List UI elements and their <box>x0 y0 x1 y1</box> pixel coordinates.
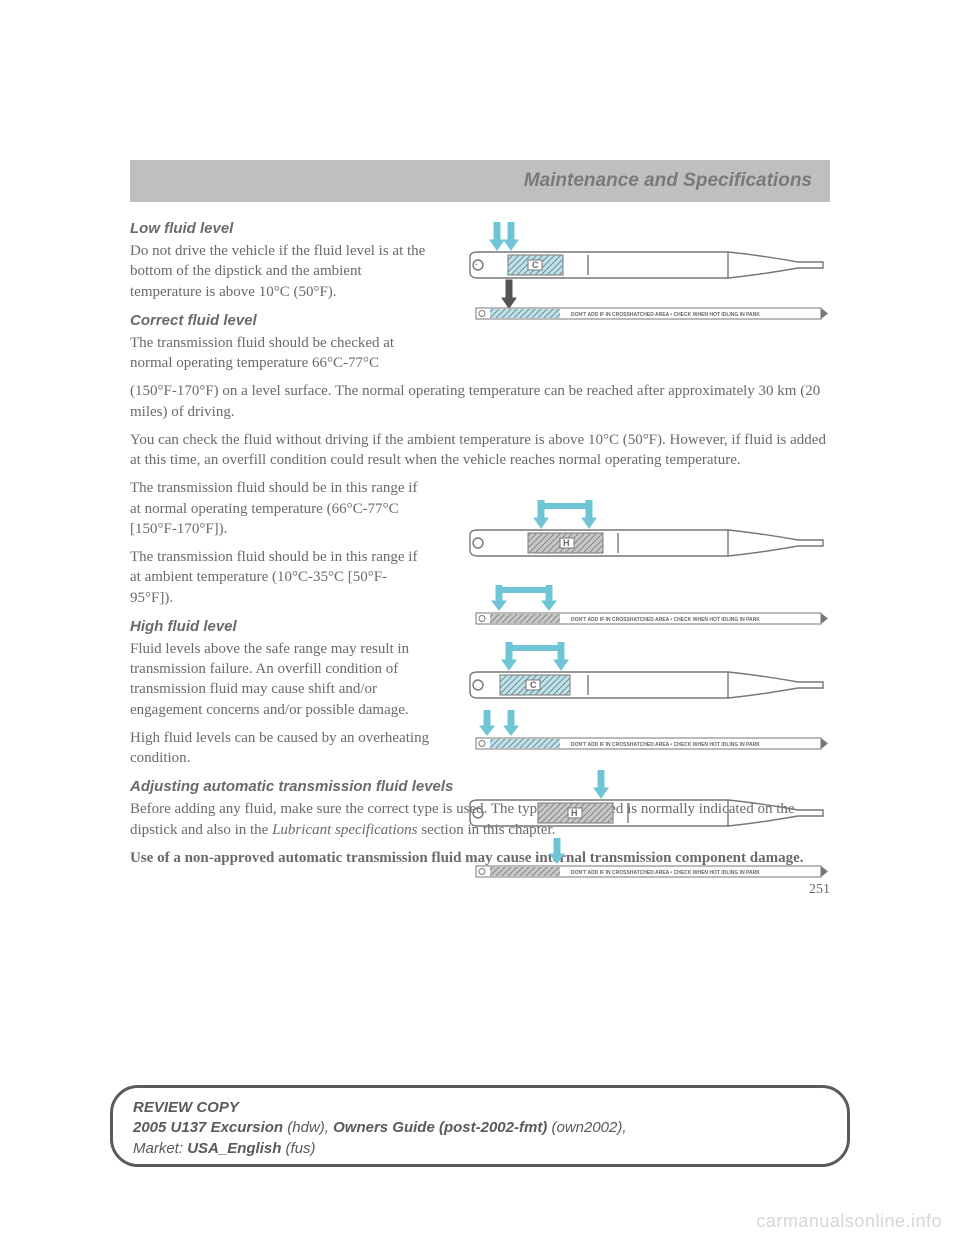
text-high-1: Fluid levels above the safe range may re… <box>130 639 430 720</box>
text-correct-1b: (150°F-170°F) on a level surface. The no… <box>130 381 830 422</box>
diagram-overheat-strip: DON'T ADD IF IN CROSSHATCHED AREA • CHEC… <box>468 838 833 893</box>
footer-market: USA_English <box>187 1140 285 1157</box>
watermark: carmanualsonline.info <box>756 1211 942 1232</box>
footer-box: REVIEW COPY 2005 U137 Excursion (hdw), O… <box>110 1085 850 1167</box>
svg-text:DON'T ADD IF IN CROSSHATCHED A: DON'T ADD IF IN CROSSHATCHED AREA • CHEC… <box>571 617 760 623</box>
diagram-overheat-big: H <box>468 770 833 840</box>
diagram-correct-hot: H <box>468 500 833 590</box>
svg-text:DON'T ADD IF IN CROSSHATCHED A: DON'T ADD IF IN CROSSHATCHED AREA • CHEC… <box>571 870 760 876</box>
text-correct-4: The transmission fluid should be in this… <box>130 547 430 608</box>
section-header: Maintenance and Specifications <box>130 160 830 202</box>
diagram-low-fluid: C DON'T ADD IF IN CROSSHATCHED AREA • CH… <box>468 222 833 327</box>
svg-text:DON'T ADD IF IN CROSSHATCHED A: DON'T ADD IF IN CROSSHATCHED AREA • CHEC… <box>571 742 760 748</box>
diagram-high-strip: DON'T ADD IF IN CROSSHATCHED AREA • CHEC… <box>468 710 833 765</box>
diagram-correct-ambient: DON'T ADD IF IN CROSSHATCHED AREA • CHEC… <box>468 585 833 640</box>
svg-text:C: C <box>530 680 537 690</box>
footer-fus: (fus) <box>286 1140 316 1157</box>
footer-hdw: (hdw), <box>287 1119 333 1136</box>
footer-own: (own2002), <box>551 1119 626 1136</box>
svg-text:C: C <box>532 260 539 270</box>
text-correct-3: The transmission fluid should be in this… <box>130 478 430 539</box>
footer-model: 2005 U137 Excursion <box>133 1119 287 1136</box>
text-adjust-italic: Lubricant specifications <box>272 822 417 838</box>
footer-market-label: Market: <box>133 1140 187 1157</box>
text-correct-1a: The transmission fluid should be checked… <box>130 333 430 374</box>
diagram-high-big: C <box>468 642 833 712</box>
footer-review-copy: REVIEW COPY <box>133 1098 827 1118</box>
text-high-2: High fluid levels can be caused by an ov… <box>130 728 430 769</box>
footer-guide: Owners Guide (post-2002-fmt) <box>333 1119 551 1136</box>
footer-line-2: 2005 U137 Excursion (hdw), Owners Guide … <box>133 1118 827 1138</box>
footer-line-3: Market: USA_English (fus) <box>133 1139 827 1159</box>
svg-text:H: H <box>571 808 578 818</box>
svg-text:H: H <box>563 538 570 548</box>
svg-text:DON'T ADD IF IN CROSSHATCHED A: DON'T ADD IF IN CROSSHATCHED AREA • CHEC… <box>571 312 760 318</box>
text-low-fluid: Do not drive the vehicle if the fluid le… <box>130 241 430 302</box>
text-correct-2: You can check the fluid without driving … <box>130 430 830 471</box>
